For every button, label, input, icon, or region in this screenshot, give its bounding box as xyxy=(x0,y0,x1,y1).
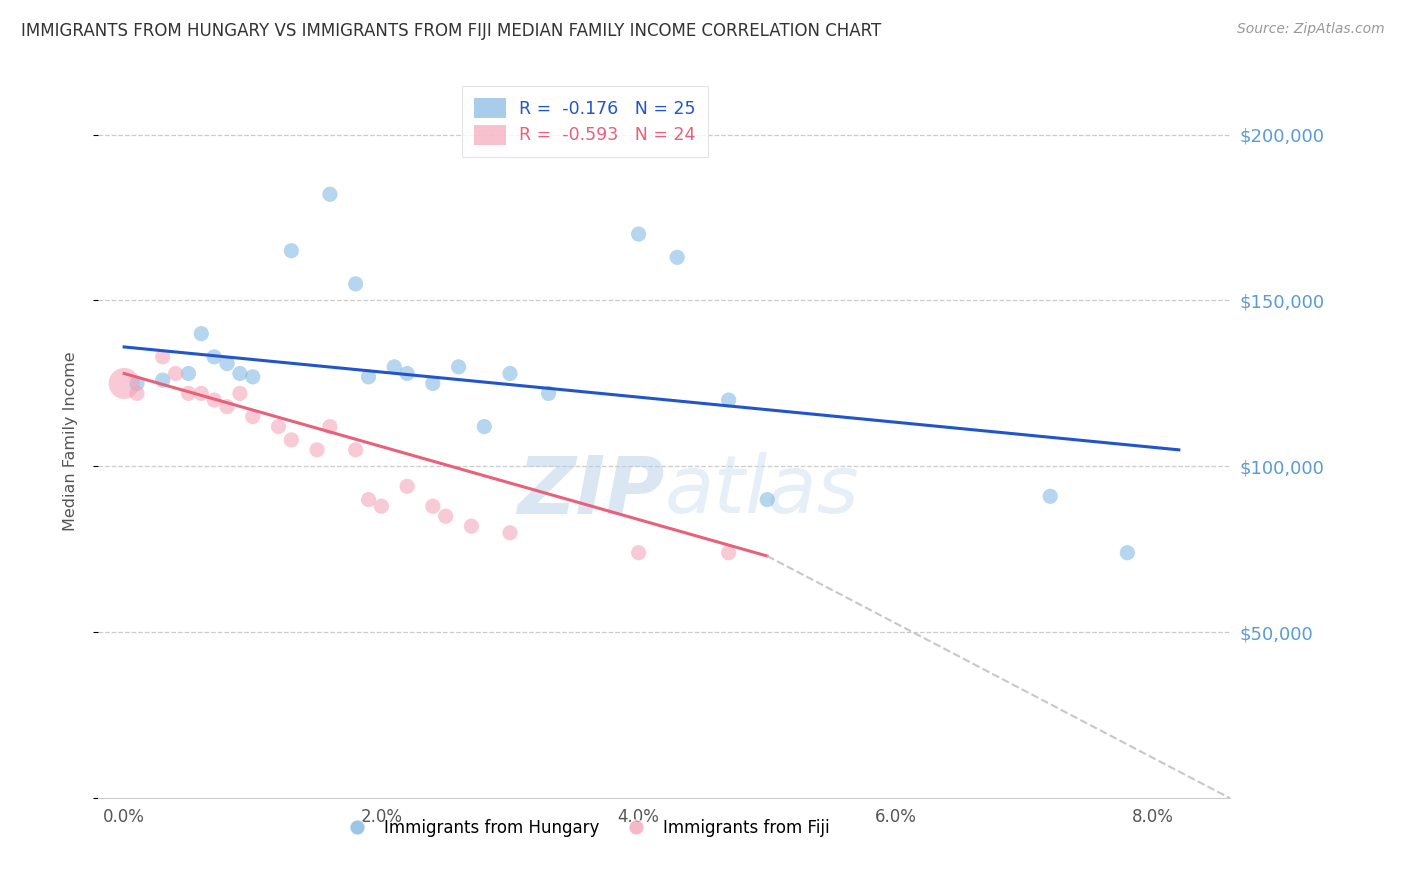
Point xyxy=(242,369,264,384)
Point xyxy=(422,376,444,391)
Point xyxy=(280,244,302,258)
Point xyxy=(344,442,367,457)
Point xyxy=(382,359,405,374)
Point xyxy=(152,350,174,364)
Point xyxy=(370,500,392,514)
Text: atlas: atlas xyxy=(665,452,859,531)
Point xyxy=(422,500,444,514)
Point xyxy=(396,479,419,493)
Point xyxy=(357,369,380,384)
Point xyxy=(229,367,252,381)
Point xyxy=(344,277,367,291)
Point xyxy=(447,359,470,374)
Point xyxy=(165,367,187,381)
Point xyxy=(396,367,419,381)
Point xyxy=(537,386,560,401)
Point xyxy=(215,400,238,414)
Text: Source: ZipAtlas.com: Source: ZipAtlas.com xyxy=(1237,22,1385,37)
Point xyxy=(112,376,135,391)
Point xyxy=(499,525,522,540)
Point xyxy=(717,546,740,560)
Point xyxy=(627,227,650,241)
Point xyxy=(190,386,212,401)
Point xyxy=(190,326,212,341)
Point xyxy=(152,373,174,387)
Point xyxy=(267,419,290,434)
Point xyxy=(357,492,380,507)
Point xyxy=(202,350,225,364)
Point xyxy=(627,546,650,560)
Point xyxy=(177,367,200,381)
Point xyxy=(229,386,252,401)
Y-axis label: Median Family Income: Median Family Income xyxy=(63,351,77,532)
Point xyxy=(1116,546,1139,560)
Legend: Immigrants from Hungary, Immigrants from Fiji: Immigrants from Hungary, Immigrants from… xyxy=(335,813,837,844)
Text: IMMIGRANTS FROM HUNGARY VS IMMIGRANTS FROM FIJI MEDIAN FAMILY INCOME CORRELATION: IMMIGRANTS FROM HUNGARY VS IMMIGRANTS FR… xyxy=(21,22,882,40)
Point xyxy=(319,187,342,202)
Point xyxy=(125,376,148,391)
Point xyxy=(125,386,148,401)
Point xyxy=(319,419,342,434)
Point xyxy=(472,419,495,434)
Point xyxy=(307,442,329,457)
Point xyxy=(202,392,225,407)
Point xyxy=(242,409,264,424)
Point xyxy=(756,492,779,507)
Point xyxy=(434,509,457,524)
Point xyxy=(177,386,200,401)
Point xyxy=(717,392,740,407)
Point xyxy=(1039,489,1062,503)
Point xyxy=(460,519,482,533)
Point xyxy=(666,250,689,264)
Point xyxy=(215,357,238,371)
Point xyxy=(280,433,302,447)
Point xyxy=(499,367,522,381)
Text: ZIP: ZIP xyxy=(517,452,665,531)
